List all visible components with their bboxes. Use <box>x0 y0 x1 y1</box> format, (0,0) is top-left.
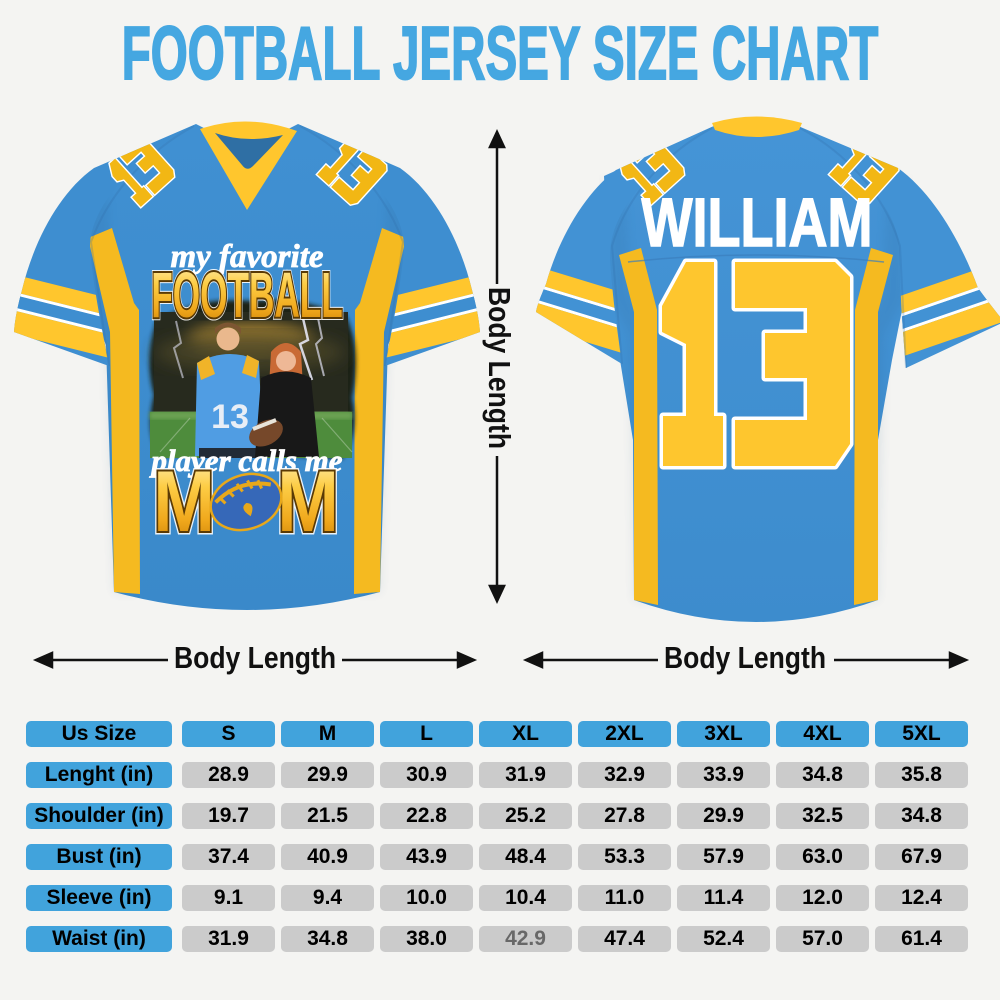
svg-text:my favorite: my favorite <box>170 239 323 275</box>
svg-text:13: 13 <box>211 398 249 436</box>
svg-text:M: M <box>277 453 339 550</box>
svg-text:FOOTBALL: FOOTBALL <box>151 259 343 331</box>
svg-text:player calls me: player calls me <box>148 443 342 478</box>
svg-text:M: M <box>277 453 339 550</box>
svg-text:M: M <box>153 453 215 550</box>
svg-text:Body Length: Body Length <box>664 641 826 675</box>
svg-text:FOOTBALL: FOOTBALL <box>151 259 343 331</box>
svg-text:Body Length: Body Length <box>174 641 336 675</box>
svg-text:M: M <box>153 453 215 550</box>
svg-text:FOOTBALL: FOOTBALL <box>151 259 343 331</box>
svg-text:WILLIAM: WILLIAM <box>642 185 873 262</box>
svg-text:M: M <box>153 453 215 550</box>
svg-text:Body Length: Body Length <box>482 287 516 449</box>
svg-text:M: M <box>277 453 339 550</box>
